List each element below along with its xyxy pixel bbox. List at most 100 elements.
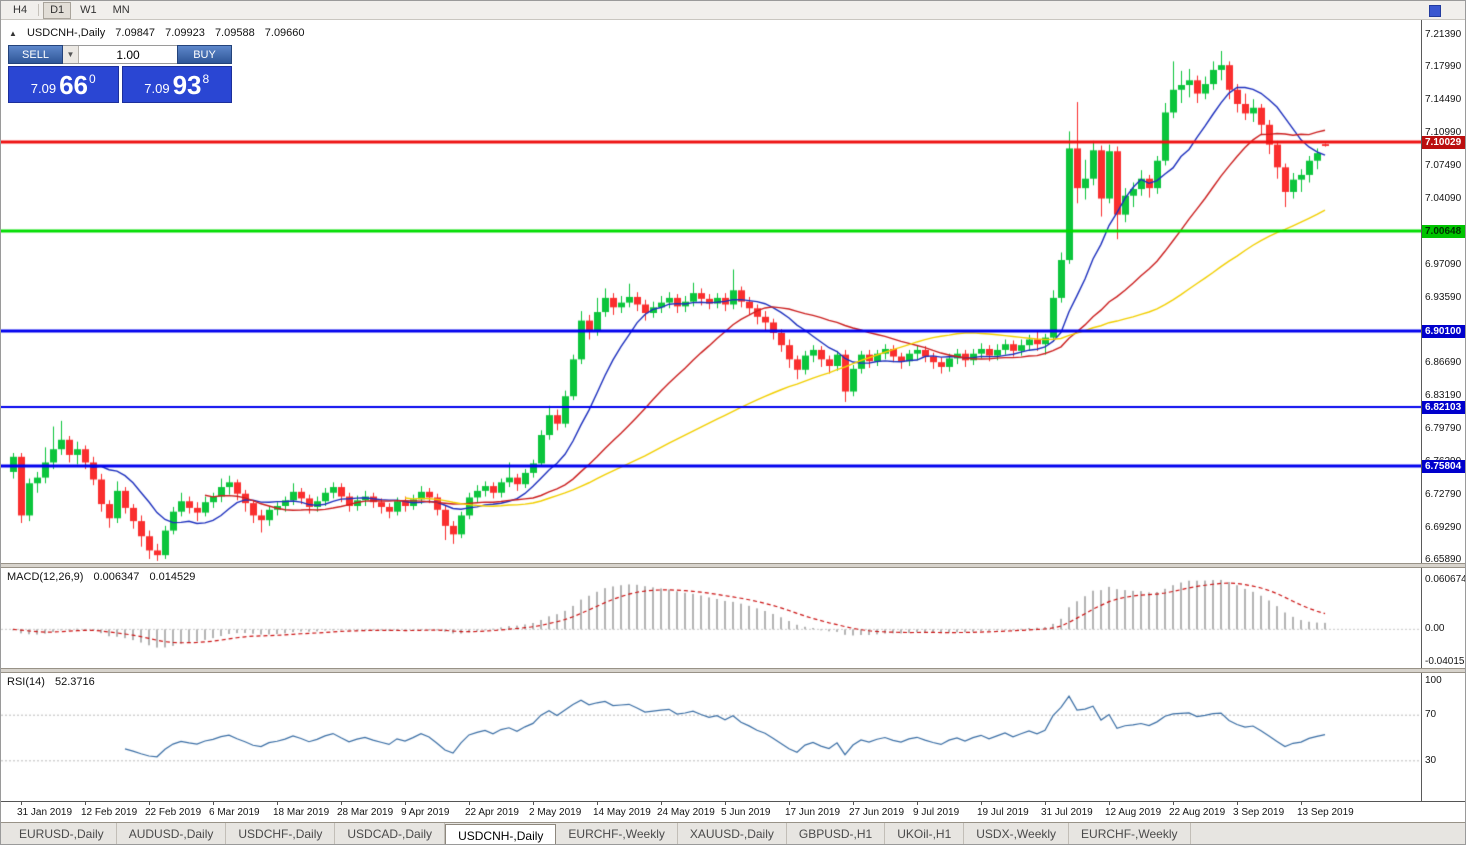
time-axis-tick	[661, 802, 662, 805]
ohlc-close: 7.09660	[264, 27, 305, 39]
ohlc-high: 7.09923	[165, 27, 205, 39]
buy-price-main: 7.09	[144, 81, 170, 96]
macd-name: MACD(12,26,9)	[7, 571, 84, 583]
time-axis-tick	[213, 802, 214, 805]
tab-ukoil-h1[interactable]: UKOil-,H1	[885, 823, 965, 844]
time-axis-label: 12 Feb 2019	[81, 807, 138, 818]
chart-tab-bar: EURUSD-,Daily AUDUSD-,Daily USDCHF-,Dail…	[1, 822, 1465, 844]
sell-price-frac: 0	[89, 72, 96, 86]
volume-box: ▼	[63, 45, 177, 64]
time-axis-tick	[981, 802, 982, 805]
tab-eurusd-daily[interactable]: EURUSD-,Daily	[7, 823, 117, 844]
tab-eurchf-weekly-2[interactable]: EURCHF-,Weekly	[1069, 823, 1191, 844]
timeframe-button-h4[interactable]: H4	[13, 3, 28, 16]
time-axis-label: 27 Jun 2019	[849, 807, 905, 818]
time-axis-tick	[1109, 802, 1110, 805]
time-axis-tick	[1173, 802, 1174, 805]
tab-usdx-weekly[interactable]: USDX-,Weekly	[964, 823, 1070, 844]
time-axis-label: 12 Aug 2019	[1105, 807, 1162, 818]
tab-usdcad-daily[interactable]: USDCAD-,Daily	[335, 823, 446, 844]
price-axis-label: 6.86690	[1425, 357, 1462, 369]
ohlc-open: 7.09847	[115, 27, 156, 39]
tab-usdchf-daily[interactable]: USDCHF-,Daily	[226, 823, 336, 844]
line-price-label: 6.75804	[1422, 460, 1465, 474]
macd-value-main: 0.006347	[93, 571, 140, 583]
price-axis-label: 7.14490	[1425, 94, 1462, 106]
period-toolbar: H4 D1 W1 MN	[1, 1, 1465, 20]
rsi-axis-label: 70	[1425, 709, 1437, 721]
tab-gbpusd-h1[interactable]: GBPUSD-,H1	[787, 823, 886, 844]
panel-splitter-macd[interactable]	[1, 563, 1465, 568]
time-axis-label: 5 Jun 2019	[721, 807, 771, 818]
price-axis-label: 7.17990	[1425, 61, 1462, 73]
time-axis-label: 2 May 2019	[529, 807, 582, 818]
volume-dropdown-icon[interactable]: ▼	[63, 46, 79, 63]
price-axis-label: 6.72790	[1425, 488, 1462, 500]
sell-price-pips: 66	[59, 70, 89, 100]
tab-eurchf-weekly[interactable]: EURCHF-,Weekly	[556, 823, 678, 844]
sell-price-main: 7.09	[30, 81, 57, 96]
buy-price-frac: 8	[202, 72, 210, 86]
macd-indicator-canvas[interactable]	[1, 568, 1421, 668]
time-axis-label: 17 Jun 2019	[785, 807, 841, 818]
time-axis-label: 14 May 2019	[593, 807, 651, 818]
time-axis-tick	[149, 802, 150, 805]
collapse-indicator-icon[interactable]: ▲	[9, 29, 17, 38]
rsi-indicator-canvas[interactable]	[1, 673, 1421, 801]
price-axis-label: 6.93590	[1425, 291, 1462, 303]
window-icon	[1429, 5, 1441, 17]
buy-price-pips: 93	[172, 70, 202, 100]
line-price-label: 7.00648	[1422, 225, 1465, 239]
price-axis-label: 7.04090	[1425, 192, 1462, 204]
time-axis-label: 6 Mar 2019	[209, 807, 260, 818]
line-price-label: 6.90100	[1422, 324, 1465, 338]
time-axis-label: 28 Mar 2019	[337, 807, 394, 818]
time-axis-label: 9 Apr 2019	[401, 807, 450, 818]
ohlc-low: 7.09588	[214, 27, 255, 39]
buy-price-panel[interactable]: 7.09 93 8	[121, 66, 232, 103]
timeframe-button-d1[interactable]: D1	[43, 1, 72, 19]
line-price-label: 6.82103	[1422, 400, 1465, 414]
time-axis-label: 24 May 2019	[657, 807, 715, 818]
tab-audusd-daily[interactable]: AUDUSD-,Daily	[117, 823, 227, 844]
time-axis-tick	[405, 802, 406, 805]
time-axis-tick	[917, 802, 918, 805]
tab-xauusd-daily[interactable]: XAUUSD-,Daily	[678, 823, 787, 844]
time-axis-label: 3 Sep 2019	[1233, 807, 1285, 818]
timeframe-button-w1[interactable]: W1	[80, 3, 97, 16]
time-axis-tick	[469, 802, 470, 805]
macd-title: MACD(12,26,9) 0.006347 0.014529	[7, 571, 202, 583]
price-axis-label: 7.10990	[1425, 127, 1462, 139]
panel-splitter-rsi[interactable]	[1, 668, 1465, 673]
time-axis-tick	[277, 802, 278, 805]
chart-window: ▲ USDCNH-,Daily 7.09847 7.09923 7.09588 …	[1, 20, 1466, 822]
time-axis-label: 31 Jul 2019	[1041, 807, 1093, 818]
macd-axis-label: 0.060674	[1425, 574, 1466, 585]
price-axis-label: 7.21390	[1425, 29, 1462, 40]
sell-price-panel[interactable]: 7.09 66 0	[8, 66, 119, 103]
time-axis-tick	[533, 802, 534, 805]
time-axis: 31 Jan 2019 12 Feb 2019 22 Feb 2019 6 Mar 2…	[1, 801, 1465, 822]
timeframe-button-mn[interactable]: MN	[112, 3, 130, 16]
time-axis-tick	[789, 802, 790, 805]
buy-button[interactable]: BUY	[177, 45, 232, 64]
price-axis-label: 6.97090	[1425, 258, 1462, 270]
macd-axis-label: -0.040152	[1425, 656, 1466, 667]
rsi-axis-label: 100	[1425, 675, 1442, 686]
time-axis-label: 18 Mar 2019	[273, 807, 330, 818]
symbol-timeframe-label: USDCNH-,Daily	[26, 27, 106, 39]
price-axis-label: 6.79790	[1425, 422, 1462, 434]
tab-usdcnh-daily[interactable]: USDCNH-,Daily	[445, 824, 557, 844]
sell-button[interactable]: SELL	[8, 45, 63, 64]
time-axis-tick	[21, 802, 22, 805]
time-axis-label: 9 Jul 2019	[913, 807, 960, 818]
price-axis-label: 6.69290	[1425, 521, 1462, 533]
rsi-title: RSI(14) 52.3716	[7, 676, 102, 688]
time-axis-label: 13 Sep 2019	[1297, 807, 1354, 818]
time-axis-label: 22 Feb 2019	[145, 807, 202, 818]
time-axis-tick	[1237, 802, 1238, 805]
volume-input[interactable]	[79, 46, 177, 63]
price-chart-canvas[interactable]	[1, 20, 1421, 563]
price-axis: 7.21390 7.17990 7.14490 7.10990 7.07490 7.040…	[1421, 20, 1466, 801]
